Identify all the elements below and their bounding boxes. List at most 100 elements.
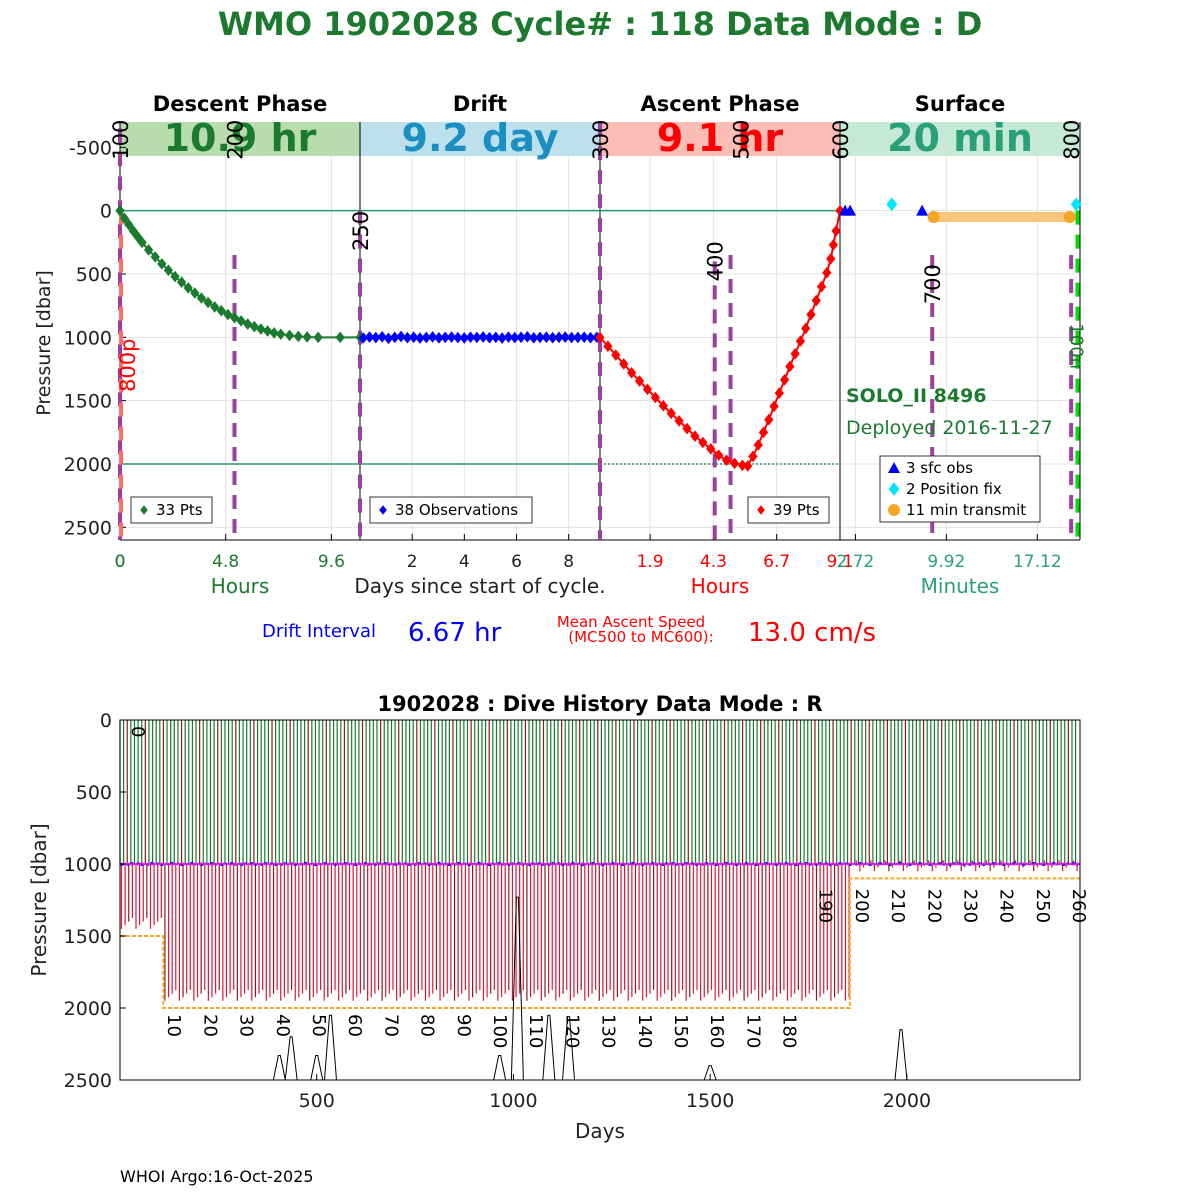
ascent-point	[674, 415, 684, 427]
surface-legend-symbol-transmit	[888, 504, 900, 516]
drift-point	[427, 331, 438, 343]
drift-point	[491, 331, 501, 344]
cycle-number-label: 130	[598, 1014, 619, 1048]
ascent-point	[603, 340, 613, 353]
descent-point	[143, 244, 154, 256]
x-tick-label: 2000	[883, 1090, 931, 1112]
ascent-point	[816, 280, 827, 293]
descent-point	[313, 331, 323, 344]
phase-duration: 9.1 hr	[657, 116, 784, 160]
x-axis-label: Days	[575, 1119, 625, 1143]
descent-point	[183, 282, 193, 294]
drift-point	[446, 331, 457, 343]
ascent-point	[831, 225, 841, 237]
descent-point	[124, 218, 134, 231]
ascent-point	[706, 442, 716, 455]
cycle-number-label: 10	[163, 1014, 184, 1037]
drift-point	[547, 331, 558, 344]
cycle-number-label: 40	[272, 1014, 293, 1037]
drift-point	[478, 331, 488, 343]
x-tick-label: 9.6	[318, 552, 345, 572]
drift-point	[560, 331, 570, 343]
descent-point	[119, 212, 130, 225]
max-pressure-line	[120, 877, 1080, 1009]
bathymetry-spike	[562, 1016, 576, 1081]
cycle-number-label: 260	[1068, 889, 1089, 923]
descent-point	[335, 331, 345, 344]
phase-marker-label: 100n	[1065, 323, 1086, 369]
drift-point	[522, 331, 533, 343]
descent-point	[216, 304, 226, 317]
ascent-legend-text: 39 Pts	[773, 501, 820, 519]
transmit-point	[1063, 211, 1076, 223]
drift-point	[573, 331, 583, 344]
x-tick-label: 8	[563, 552, 574, 572]
ascent-point	[811, 294, 821, 307]
phase-marker-label: 500	[730, 120, 754, 160]
x-unit-label: Hours	[211, 574, 270, 598]
phase-marker-label: 700	[921, 264, 945, 304]
ascent-point	[658, 399, 668, 412]
main-title: WMO 1902028 Cycle# : 118 Data Mode : D	[218, 5, 983, 43]
cycle-number-label: 0	[127, 726, 148, 737]
phase-title: Drift	[453, 92, 507, 116]
phase-band	[360, 122, 600, 156]
descent-point	[170, 270, 180, 283]
bathymetry-spike	[284, 1036, 298, 1081]
bathymetry-spike	[542, 1014, 556, 1081]
drift-point	[484, 331, 495, 344]
ascent-point	[690, 430, 700, 442]
cycle-info: SOLO_II 8496 Deployed 2016-11-27 Drift I…	[262, 385, 1053, 648]
cycle-number-label: 250	[1032, 889, 1053, 923]
x-tick-label: 1.9	[637, 552, 664, 572]
ascent-speed-value: 13.0 cm/s	[748, 618, 876, 648]
descent-point	[269, 327, 279, 339]
ascent-point	[806, 308, 816, 321]
ascent-point	[774, 387, 784, 399]
drift-point	[453, 331, 463, 344]
cycle-number-label: 120	[561, 1014, 582, 1048]
cycle-number-label: 230	[960, 889, 981, 923]
phase-marker-label: 300	[589, 120, 613, 160]
ascent-point	[785, 360, 795, 373]
descent-point	[256, 323, 266, 335]
ascent-point	[753, 439, 763, 451]
x-axis-label: Days since start of cycle.	[354, 574, 605, 598]
x-tick-label: 6.7	[763, 552, 790, 572]
cycle-number-label: 90	[453, 1014, 474, 1037]
phase-band	[600, 122, 840, 156]
drift-point	[529, 332, 539, 344]
descent-legend-text: 33 Pts	[156, 501, 203, 519]
ascent-point	[682, 422, 692, 435]
position-fix-point	[1070, 197, 1082, 212]
bathymetry-spike	[272, 1055, 286, 1081]
descent-point	[293, 330, 303, 343]
cycle-number-label: 140	[634, 1014, 655, 1048]
cycle-number-label: 100	[489, 1014, 510, 1048]
y-tick-label: 1500	[64, 391, 112, 413]
phase-title: Descent Phase	[153, 92, 327, 116]
x-tick-label: 6	[511, 552, 522, 572]
y-tick-label: 0	[100, 710, 112, 732]
cycle-number-label: 70	[380, 1014, 401, 1037]
descent-point	[196, 292, 207, 304]
drift-point	[554, 331, 564, 344]
dive-history-chart: 1902028 : Dive History Data Mode : R 0 10 2…	[27, 692, 1089, 1143]
y-axis-label: Pressure [dbar]	[27, 823, 51, 976]
descent-point	[163, 264, 174, 277]
phase-title: Surface	[915, 92, 1005, 116]
phase-marker-label: 400	[704, 241, 728, 281]
descent-legend-symbol	[140, 505, 148, 515]
float-label: SOLO_II 8496	[846, 385, 987, 407]
ascent-point	[627, 366, 637, 379]
y-tick-label: 2000	[64, 454, 112, 476]
ascent-point	[790, 347, 800, 360]
x-tick-label: 4	[459, 552, 470, 572]
phase-marker-label: 800	[1060, 120, 1084, 160]
surface-legend-text: 2 Position fix	[906, 480, 1002, 498]
ascent-point	[666, 407, 676, 420]
drift-interval-value: 6.67 hr	[408, 618, 502, 648]
ascent-point	[650, 391, 661, 404]
x-tick-label: 17.12	[1013, 552, 1062, 572]
ascent-point	[801, 322, 811, 335]
